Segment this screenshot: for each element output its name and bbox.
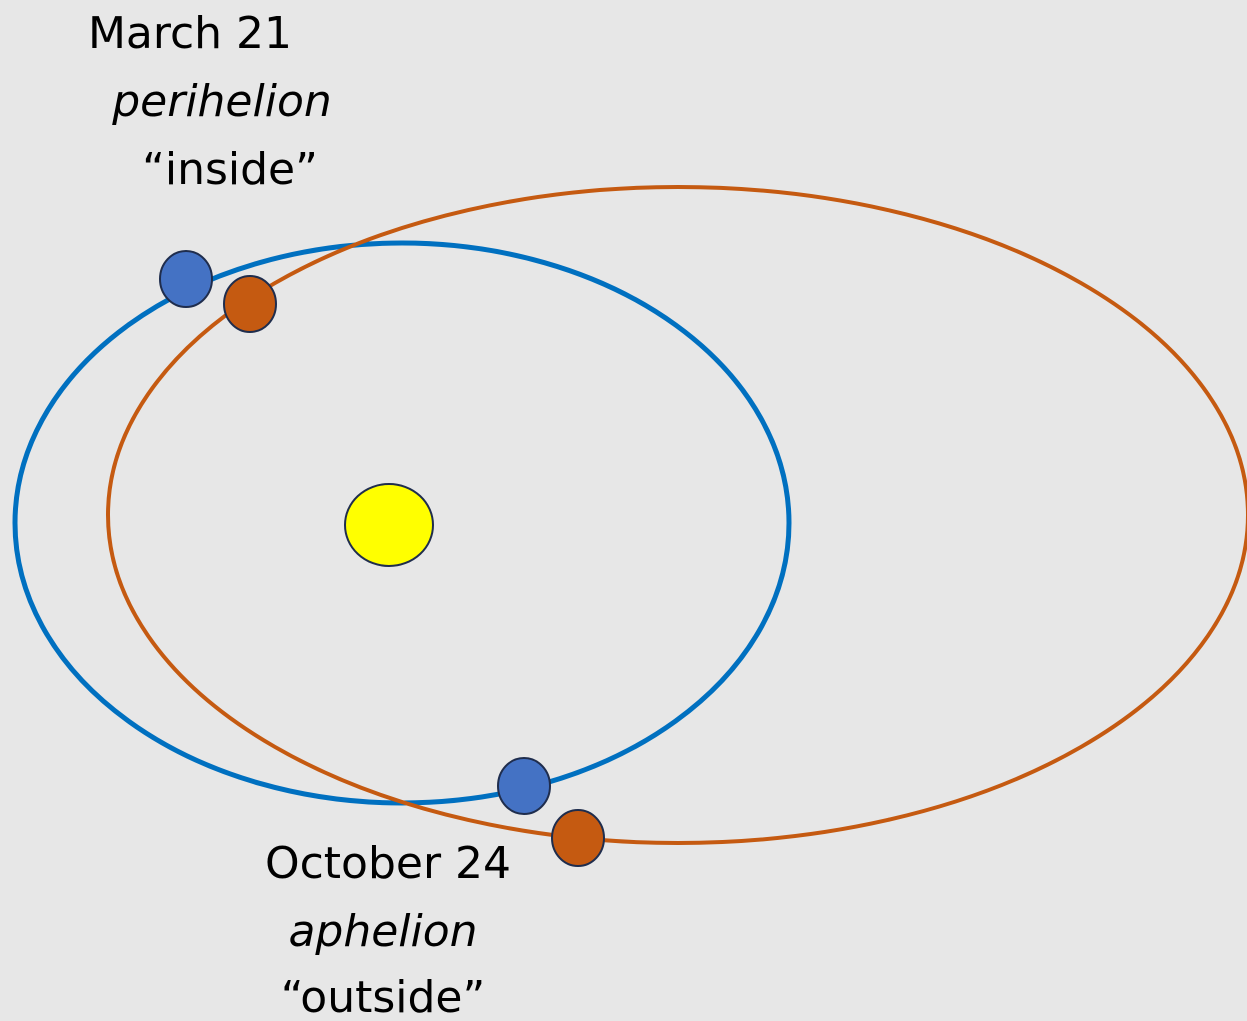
- label-date: March 21: [88, 8, 292, 59]
- orange-orbit: [106, 185, 1247, 845]
- label-date: October 24: [265, 838, 511, 889]
- blue-planet: [159, 250, 213, 308]
- orange-planet: [551, 809, 605, 867]
- orange-planet: [223, 275, 277, 333]
- label-note: “inside”: [142, 144, 318, 195]
- blue-planet: [497, 757, 551, 815]
- label-term: perihelion: [111, 76, 332, 127]
- label-term: aphelion: [288, 906, 477, 957]
- sun: [344, 483, 434, 567]
- label-note: “outside”: [281, 972, 486, 1021]
